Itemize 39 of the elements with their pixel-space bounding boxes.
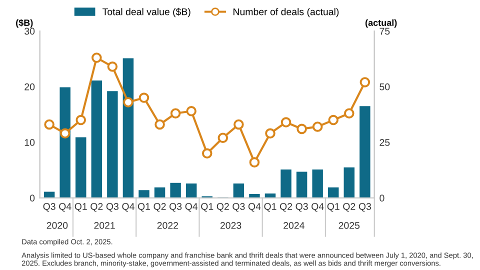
text: 2020	[46, 222, 68, 229]
legend-label: Total deal value ($B)	[102, 8, 190, 18]
y2-tick-label: 75	[380, 28, 390, 35]
x-tick-label: Q3	[296, 203, 308, 212]
x-tick-label: Q4	[122, 203, 134, 212]
y-tick-label: 10	[24, 139, 35, 146]
text: 2024	[284, 222, 304, 229]
x-tick-label: Q2	[216, 203, 229, 212]
y2-tick-label: 50	[380, 83, 390, 90]
x-tick-label: Q3	[43, 203, 56, 212]
x-tick-label: Q1	[74, 203, 87, 212]
x-tick-label: Q4	[248, 203, 261, 212]
x-tick-label: Q3	[106, 203, 118, 212]
x-tick-label: Q4	[312, 203, 324, 212]
x-tick-label: Q3	[232, 203, 245, 212]
x-tick-label: Q1	[201, 203, 214, 212]
text: 2023	[220, 222, 242, 229]
text: 2021	[94, 222, 115, 229]
x-tick-label: Q1	[264, 203, 276, 212]
y2-tick-label: 0	[380, 194, 384, 202]
x-tick-label: Q1	[327, 203, 340, 212]
y-axis-title: ($B)	[16, 19, 33, 28]
x-tick-label: Q4	[185, 203, 198, 212]
text: 2025	[338, 222, 360, 229]
x-tick-label: Q2	[90, 203, 103, 212]
x-tick-label: Q2	[154, 203, 166, 212]
y2-axis-title: (actual)	[365, 19, 397, 28]
y-tick-label: 20	[24, 83, 35, 90]
x-tick-label: Q1	[138, 203, 150, 212]
text: 2022	[157, 222, 178, 229]
x-tick-label: Q4	[59, 203, 72, 212]
x-tick-label: Q3	[170, 203, 182, 212]
x-tick-label: Q3	[358, 203, 371, 212]
x-tick-label: Q2	[343, 203, 356, 212]
y2-tick-label: 25	[380, 139, 390, 146]
x-tick-label: Q2	[280, 203, 292, 212]
y-tick-label: 30	[24, 28, 35, 35]
y-tick-label: 0	[30, 194, 35, 202]
legend-label: Number of deals (actual)	[234, 8, 339, 18]
